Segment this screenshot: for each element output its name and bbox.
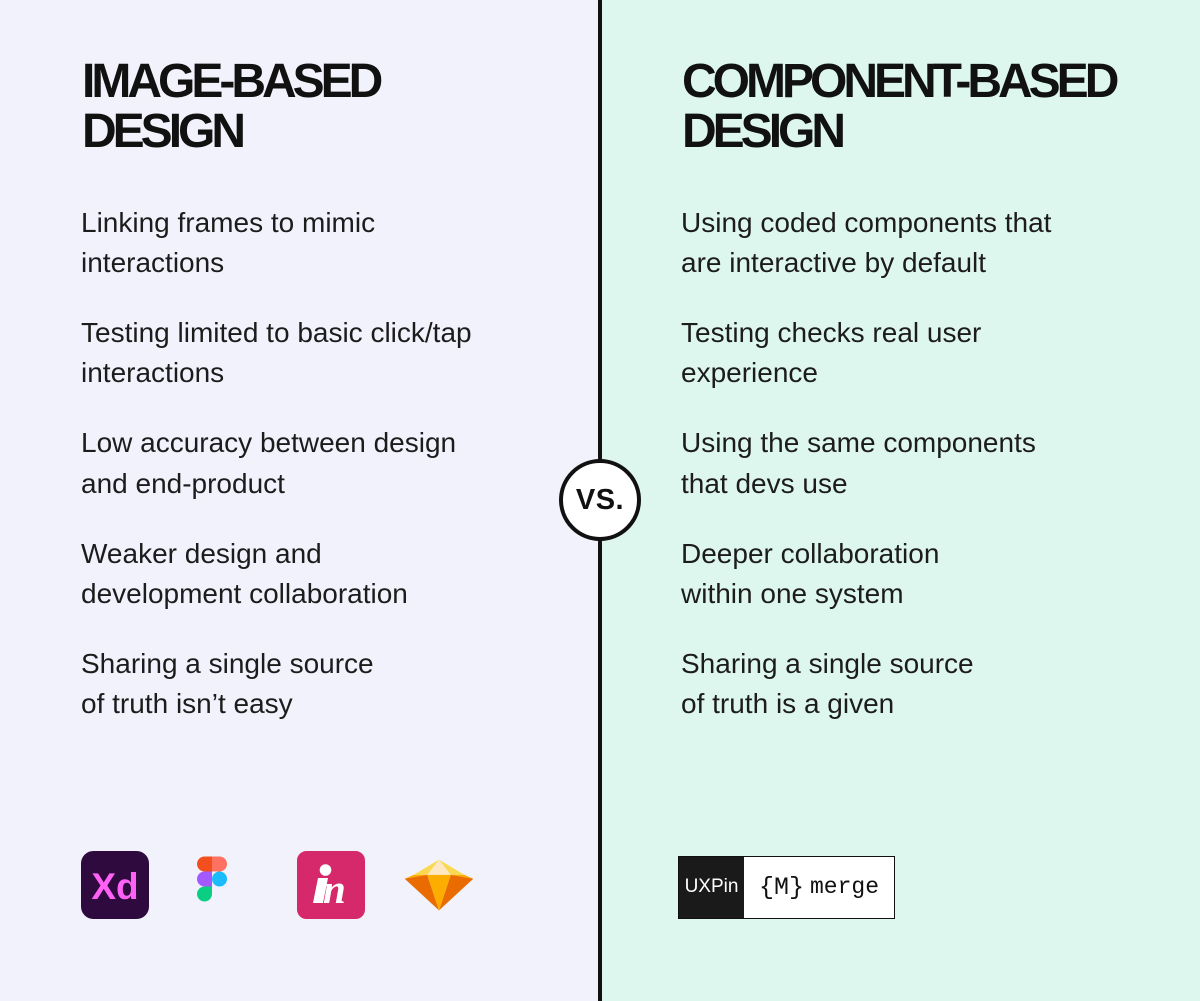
- svg-text:Xd: Xd: [91, 866, 138, 907]
